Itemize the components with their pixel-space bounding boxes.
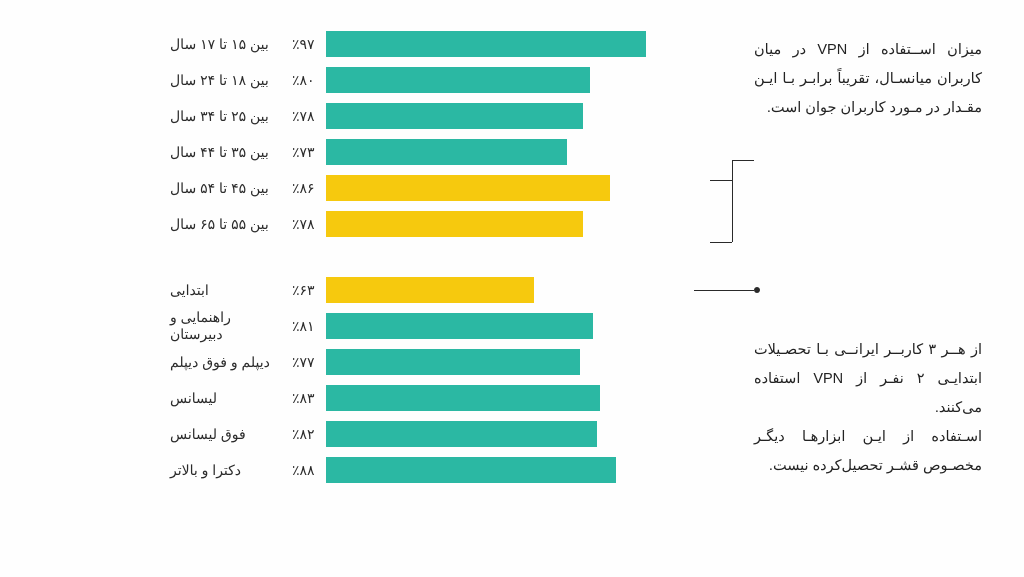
bar-track — [326, 277, 744, 303]
bar-track — [326, 457, 744, 483]
bar-label: فوق لیسانس — [164, 426, 284, 443]
bar-fill — [326, 457, 616, 483]
caption-edu: از هــر ۳ کاربــر ایرانــی بـا تحصـیلات … — [754, 336, 982, 481]
bar-pct: ٪۷۷ — [284, 354, 326, 371]
bar-row: ٪۷۳بین ۳۵ تا ۴۴ سال — [164, 138, 744, 166]
bar-pct: ٪۸۶ — [284, 180, 326, 197]
bar-label: بین ۲۵ تا ۳۴ سال — [164, 108, 284, 125]
bar-label: دکترا و بالاتر — [164, 462, 284, 479]
bar-pct: ٪۸۱ — [284, 318, 326, 335]
bar-row: ٪۶۳ابتدایی — [164, 276, 744, 304]
bar-track — [326, 349, 744, 375]
bar-label: راهنمایی و دبیرستان — [164, 309, 284, 343]
bar-row: ٪۸۶بین ۴۵ تا ۵۴ سال — [164, 174, 744, 202]
bar-pct: ٪۸۰ — [284, 72, 326, 89]
bar-track — [326, 385, 744, 411]
bar-track — [326, 313, 744, 339]
bar-label: ابتدایی — [164, 282, 284, 299]
bar-pct: ٪۶۳ — [284, 282, 326, 299]
bar-pct: ٪۷۸ — [284, 108, 326, 125]
bar-fill — [326, 139, 567, 165]
bar-label: بین ۵۵ تا ۶۵ سال — [164, 216, 284, 233]
bar-row: ٪۸۸دکترا و بالاتر — [164, 456, 744, 484]
bar-track — [326, 211, 744, 237]
bar-fill — [326, 349, 580, 375]
page: میزان اســتفاده از VPN در میان کاربران م… — [0, 0, 1024, 577]
bar-pct: ٪۸۸ — [284, 462, 326, 479]
bar-track — [326, 31, 744, 57]
bracket-edu-dot — [754, 287, 760, 293]
bar-label: بین ۳۵ تا ۴۴ سال — [164, 144, 284, 161]
bar-row: ٪۹۷بین ۱۵ تا ۱۷ سال — [164, 30, 744, 58]
bar-row: ٪۸۲فوق لیسانس — [164, 420, 744, 448]
caption-col-edu: از هــر ۳ کاربــر ایرانــی بـا تحصـیلات … — [754, 276, 994, 484]
bar-pct: ٪۸۳ — [284, 390, 326, 407]
bar-label: دیپلم و فوق دیپلم — [164, 354, 284, 371]
bar-fill — [326, 31, 646, 57]
bar-track — [326, 421, 744, 447]
bar-pct: ٪۹۷ — [284, 36, 326, 53]
bar-label: بین ۴۵ تا ۵۴ سال — [164, 180, 284, 197]
caption-col-age: میزان اســتفاده از VPN در میان کاربران م… — [754, 30, 994, 238]
bar-label: بین ۱۸ تا ۲۴ سال — [164, 72, 284, 89]
bar-row: ٪۷۸بین ۵۵ تا ۶۵ سال — [164, 210, 744, 238]
bar-track — [326, 67, 744, 93]
bar-fill — [326, 385, 600, 411]
bar-label: لیسانس — [164, 390, 284, 407]
bar-pct: ٪۷۳ — [284, 144, 326, 161]
bracket-age-bot — [710, 242, 732, 243]
bar-fill — [326, 313, 593, 339]
bar-row: ٪۷۷دیپلم و فوق دیپلم — [164, 348, 744, 376]
bars-edu: ٪۶۳ابتدایی٪۸۱راهنمایی و دبیرستان٪۷۷دیپلم… — [164, 276, 754, 484]
bar-row: ٪۸۰بین ۱۸ تا ۲۴ سال — [164, 66, 744, 94]
bar-row: ٪۸۳لیسانس — [164, 384, 744, 412]
bar-label: بین ۱۵ تا ۱۷ سال — [164, 36, 284, 53]
bars-age: ٪۹۷بین ۱۵ تا ۱۷ سال ٪۸۰بین ۱۸ تا ۲۴ سال ٪۷… — [164, 30, 754, 238]
bar-track — [326, 103, 744, 129]
caption-age: میزان اســتفاده از VPN در میان کاربران م… — [754, 36, 982, 123]
bar-fill — [326, 103, 583, 129]
bar-track — [326, 139, 744, 165]
chart-edu: از هــر ۳ کاربــر ایرانــی بـا تحصـیلات … — [60, 276, 994, 484]
bar-fill — [326, 211, 583, 237]
bar-row: ٪۷۸بین ۲۵ تا ۳۴ سال — [164, 102, 744, 130]
bar-fill — [326, 67, 590, 93]
bar-fill — [326, 175, 610, 201]
bar-pct: ٪۷۸ — [284, 216, 326, 233]
chart-age: میزان اســتفاده از VPN در میان کاربران م… — [60, 30, 994, 238]
bar-fill — [326, 421, 597, 447]
bar-pct: ٪۸۲ — [284, 426, 326, 443]
bar-track — [326, 175, 744, 201]
bar-fill — [326, 277, 534, 303]
bar-row: ٪۸۱راهنمایی و دبیرستان — [164, 312, 744, 340]
